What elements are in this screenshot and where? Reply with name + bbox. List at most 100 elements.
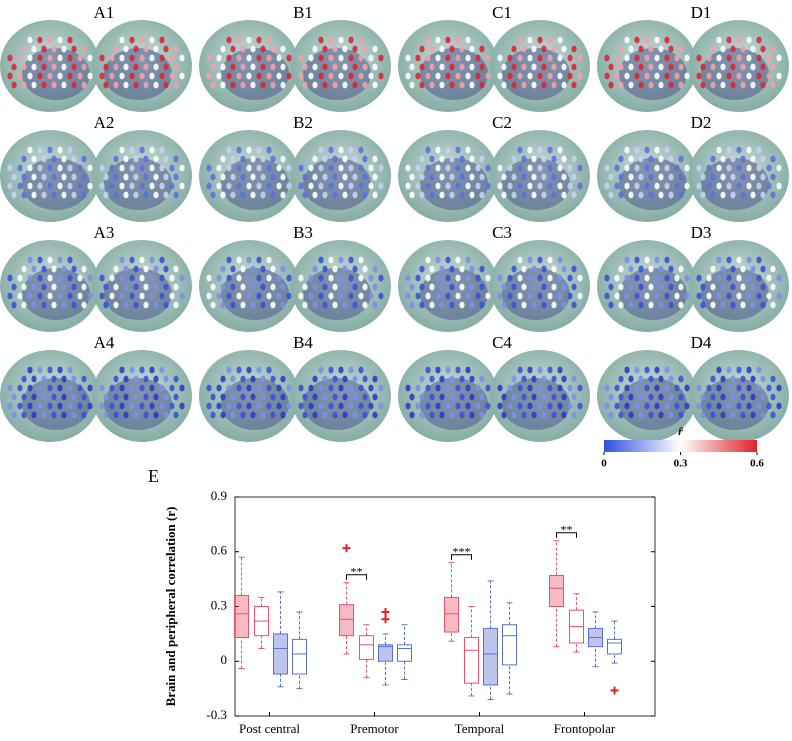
brain-channel xyxy=(328,274,334,282)
brain-channel xyxy=(81,63,87,71)
brain-panel: B4 xyxy=(199,333,391,442)
brain-channel xyxy=(541,283,547,291)
brain-channel xyxy=(81,81,87,89)
brain-channel xyxy=(250,155,256,163)
brain-channel xyxy=(449,375,455,383)
box-body xyxy=(607,638,622,655)
brain-channel xyxy=(618,283,624,291)
brain-channel xyxy=(332,265,338,273)
brain-channel xyxy=(67,384,73,392)
brain-channel xyxy=(173,301,179,309)
brain-channel xyxy=(425,384,431,392)
brain-channel xyxy=(109,182,115,190)
brain-channel xyxy=(577,402,583,410)
brain-channel xyxy=(226,164,232,172)
brain-channel xyxy=(81,393,87,401)
brain-channel xyxy=(740,265,746,273)
brain-channel xyxy=(27,274,33,282)
brain-channel xyxy=(720,155,726,163)
brain-panel: C4 xyxy=(398,333,590,442)
brain-channel xyxy=(143,301,149,309)
brain-channel xyxy=(328,146,334,154)
brain-channel xyxy=(308,274,314,282)
brain-channel xyxy=(308,292,314,300)
brain-channel xyxy=(159,274,165,282)
brain-channel xyxy=(634,54,640,62)
brain-channel xyxy=(654,54,660,62)
brain-channel xyxy=(220,191,226,199)
brain-channel xyxy=(776,54,782,62)
brain-channel xyxy=(179,72,185,80)
brain-channel xyxy=(338,146,344,154)
brain-channel xyxy=(276,402,282,410)
brain-channel xyxy=(21,301,27,309)
brain-channel xyxy=(250,283,256,291)
brain-channel xyxy=(77,164,83,172)
brain-channel xyxy=(358,182,364,190)
brain-channel xyxy=(220,301,226,309)
brain-channel xyxy=(527,274,533,282)
brain-channel xyxy=(139,146,145,154)
brain-channel xyxy=(139,366,145,374)
brain-channel xyxy=(352,173,358,181)
brain-channel xyxy=(696,72,702,80)
brain-channel xyxy=(537,182,543,190)
brain-channel xyxy=(409,283,415,291)
brain-channel xyxy=(322,301,328,309)
brain-channel xyxy=(37,292,43,300)
brain-channel xyxy=(113,301,119,309)
brain-channel xyxy=(99,72,105,80)
brain-channel xyxy=(449,393,455,401)
brain-channel xyxy=(153,375,159,383)
brain-channel xyxy=(372,45,378,53)
brain-channel xyxy=(123,301,129,309)
brain-channel xyxy=(250,411,256,419)
brain-channel xyxy=(726,72,732,80)
brain-channel xyxy=(286,384,292,392)
brain-channel xyxy=(113,375,119,383)
brain-channel xyxy=(537,72,543,80)
brain-channel xyxy=(684,274,690,282)
brain-channel xyxy=(220,411,226,419)
brain-channel xyxy=(429,45,435,53)
brain-channel xyxy=(71,411,77,419)
brain-channel xyxy=(280,155,286,163)
brain-channel xyxy=(541,45,547,53)
brain-channel xyxy=(143,173,149,181)
brain-channel xyxy=(628,265,634,273)
brain-channel xyxy=(644,256,650,264)
brain-channel xyxy=(338,36,344,44)
brain-channel xyxy=(153,155,159,163)
brain-channel xyxy=(571,63,577,71)
brain-channel xyxy=(571,173,577,181)
brain-channel xyxy=(368,164,374,172)
brain-channel xyxy=(479,155,485,163)
brain-channel xyxy=(634,366,640,374)
brain-channel xyxy=(342,375,348,383)
brain-channel xyxy=(260,191,266,199)
brain-channel xyxy=(51,393,57,401)
brain-channel xyxy=(7,384,13,392)
brain-channel xyxy=(67,402,73,410)
brain-channel xyxy=(129,366,135,374)
box-body xyxy=(339,604,354,637)
brain-channel xyxy=(469,283,475,291)
brain-channel xyxy=(531,63,537,71)
brain-channel xyxy=(119,182,125,190)
brain-channel xyxy=(551,191,557,199)
brain-channel xyxy=(338,292,344,300)
y-tick-label: 0 xyxy=(221,652,228,667)
brain-channel xyxy=(246,384,252,392)
brain-channel xyxy=(628,155,634,163)
brain-channel xyxy=(159,54,165,62)
brain-channel xyxy=(230,393,236,401)
brain-channel xyxy=(372,375,378,383)
brain-channel xyxy=(415,402,421,410)
brain-channel xyxy=(103,173,109,181)
brain-channel xyxy=(465,384,471,392)
brain-channel xyxy=(27,292,33,300)
brain-channel xyxy=(736,72,742,80)
brain-channel xyxy=(270,45,276,53)
brain-panel: B1 xyxy=(199,3,391,112)
brain-channel xyxy=(766,164,772,172)
